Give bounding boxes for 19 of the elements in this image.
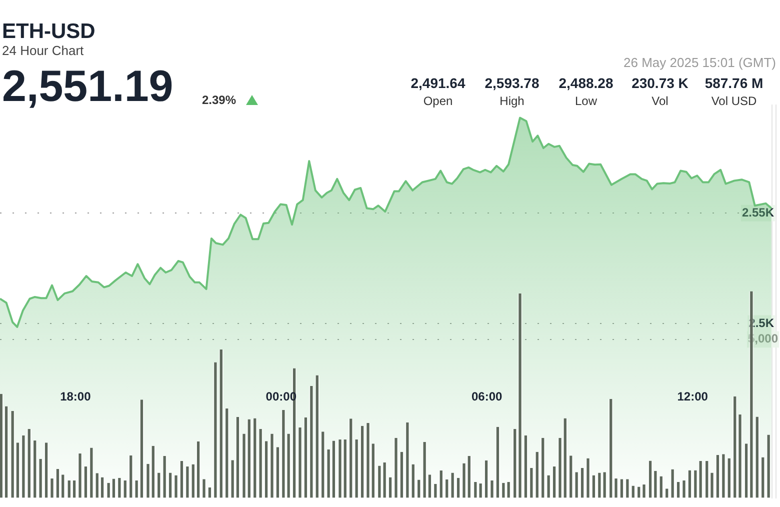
chart-subtitle: 24 Hour Chart (2, 43, 84, 58)
x-tick-label: 18:00 (60, 389, 92, 404)
x-tick-label: 12:00 (677, 389, 708, 404)
text: 2,491.64 (410, 75, 466, 91)
text: 2,593.78 (484, 75, 540, 91)
text: 26 May 2025 15:01 (GMT) (624, 55, 776, 70)
annotation: High (498, 94, 526, 108)
annotation: 2.39% (202, 93, 236, 107)
annotation: Vol (650, 94, 670, 108)
text: 2,488.28 (558, 75, 614, 91)
y-tick-label: 2.55K (742, 205, 774, 220)
text: 587.76 M (704, 75, 764, 91)
annotation: Low (574, 94, 598, 108)
chart-title: ETH-USD (2, 20, 96, 44)
annotation: 2,551.19 (2, 62, 174, 112)
text: 230.73 K (630, 75, 690, 91)
annotation: Open (422, 94, 454, 108)
x-tick-label: 06:00 (472, 389, 503, 404)
annotation: Vol USD (710, 94, 758, 108)
